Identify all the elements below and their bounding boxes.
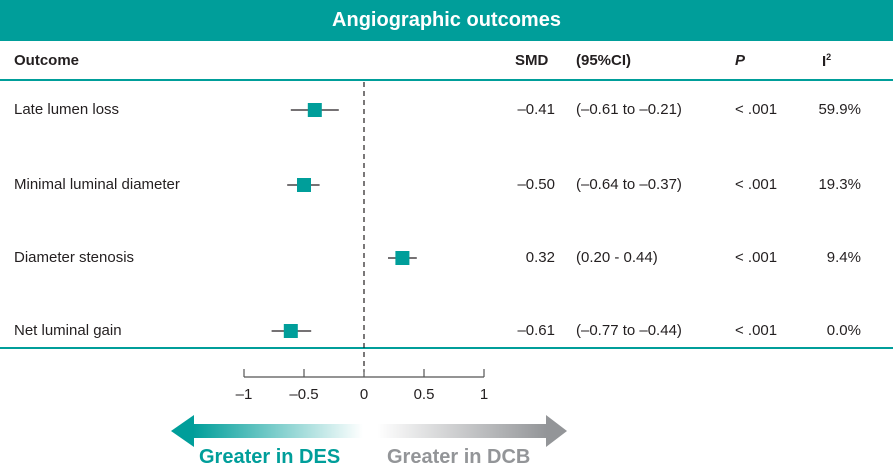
- col-header-ci: (95%CI): [576, 52, 632, 69]
- ci-value: (–0.64 to –0.37): [576, 176, 682, 193]
- col-header-i2: I2: [822, 52, 831, 70]
- bottom-divider: [0, 347, 893, 349]
- point-estimate: [307, 103, 322, 117]
- outcome-label: Late lumen loss: [14, 101, 120, 118]
- i2-superscript: 2: [826, 52, 832, 62]
- point-estimate: [297, 178, 311, 192]
- p-value: < .001: [735, 176, 778, 193]
- x-tick-label: 0: [360, 386, 368, 403]
- arrow-right-shaft: [377, 424, 547, 438]
- smd-value: –0.41: [517, 101, 555, 118]
- col-header-outcome: Outcome: [14, 52, 80, 69]
- smd-value: –0.61: [517, 322, 555, 339]
- p-value: < .001: [735, 101, 778, 118]
- i2-value: 9.4%: [826, 249, 861, 266]
- p-value: < .001: [735, 249, 778, 266]
- arrow-left-shaft: [193, 424, 363, 438]
- i2-value: 59.9%: [818, 101, 861, 118]
- ci-value: (–0.61 to –0.21): [576, 101, 682, 118]
- p-value: < .001: [735, 322, 778, 339]
- direction-label-left: Greater in DES: [199, 446, 341, 468]
- i2-label: I: [822, 53, 827, 70]
- point-estimate: [395, 251, 410, 265]
- x-tick-label: –1: [236, 386, 253, 403]
- i2-value: 0.0%: [826, 322, 861, 339]
- col-header-smd: SMD: [515, 52, 549, 69]
- col-header-p: P: [735, 52, 746, 69]
- direction-label-right: Greater in DCB: [387, 446, 531, 468]
- outcome-label: Net luminal gain: [14, 322, 122, 339]
- outcome-label: Diameter stenosis: [14, 249, 135, 266]
- arrow-right-icon: [546, 415, 567, 447]
- point-estimate: [283, 324, 298, 338]
- ci-value: (–0.77 to –0.44): [576, 322, 682, 339]
- x-tick-label: 0.5: [414, 386, 435, 403]
- outcome-label: Minimal luminal diameter: [14, 176, 180, 193]
- i2-value: 19.3%: [818, 176, 861, 193]
- arrow-left-icon: [171, 415, 194, 447]
- x-tick-label: 1: [480, 386, 488, 403]
- smd-value: 0.32: [525, 249, 555, 266]
- header-divider: [0, 79, 893, 81]
- chart-title: Angiographic outcomes: [0, 0, 893, 41]
- x-tick-label: –0.5: [289, 386, 318, 403]
- smd-value: –0.50: [517, 176, 555, 193]
- ci-value: (0.20 - 0.44): [576, 249, 658, 266]
